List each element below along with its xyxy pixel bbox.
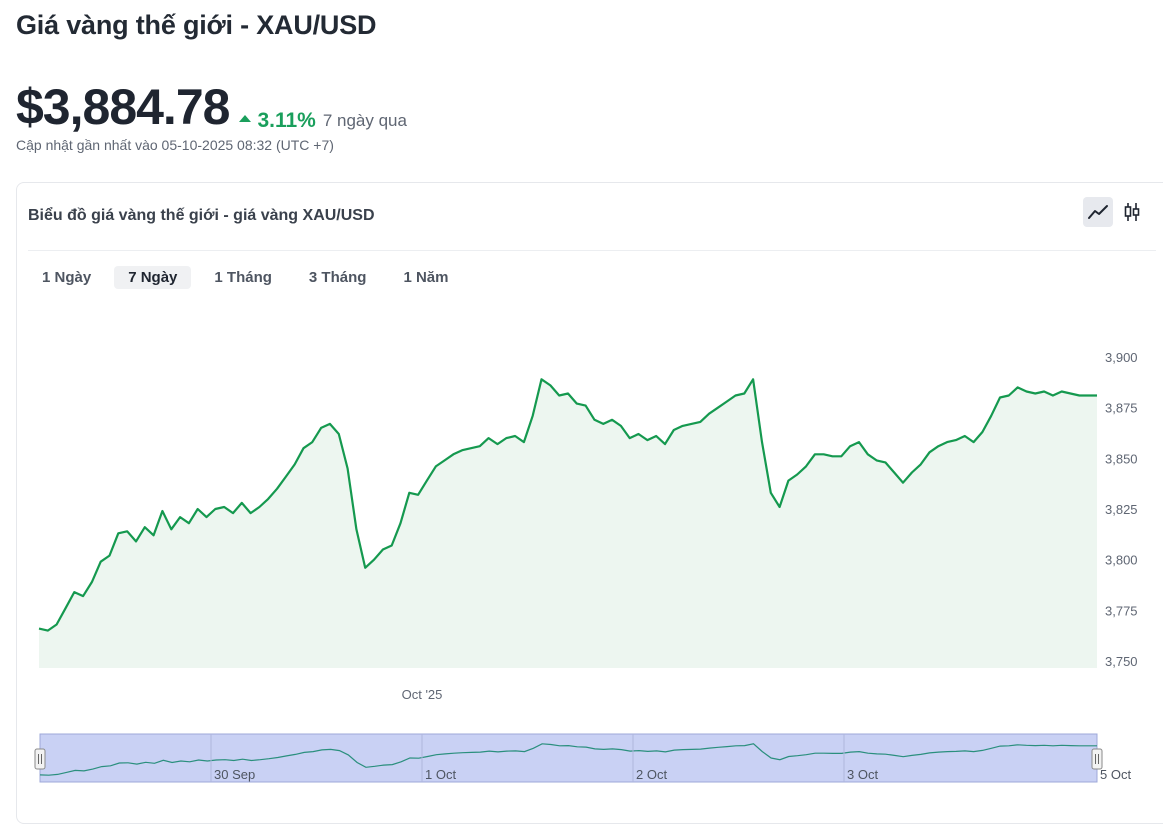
navigator-selection <box>39 733 1098 783</box>
y-tick-label: 3,800 <box>1105 553 1138 568</box>
price-chart: 3,750 3,775 3,800 3,825 3,850 3,875 3,900 Oct '… <box>34 350 1138 783</box>
x-tick-label: Oct '25 <box>402 687 443 702</box>
navigator-label: 2 Oct <box>636 767 667 782</box>
page-title: Giá vàng thế giới - XAU/USD <box>16 10 377 40</box>
price-change: 3.11% 7 ngày qua <box>239 109 407 133</box>
navigator-label: 5 Oct <box>1100 767 1131 782</box>
price-line <box>38 378 1097 632</box>
y-tick-label: 3,750 <box>1105 654 1138 669</box>
navigator-handle[interactable] <box>34 748 46 770</box>
tab-1-day[interactable]: 1 Ngày <box>42 269 92 286</box>
navigator-label: 1 Oct <box>425 767 456 782</box>
navigator-handle[interactable] <box>1091 748 1103 770</box>
y-tick-label: 3,825 <box>1105 502 1138 517</box>
range-tabs: 1 Ngày 7 Ngày 1 Tháng 3 Tháng 1 Năm <box>28 266 471 289</box>
card-divider <box>28 250 1156 251</box>
y-tick-label: 3,850 <box>1105 451 1138 466</box>
y-tick-label: 3,900 <box>1105 350 1138 365</box>
y-tick-label: 3,775 <box>1105 603 1138 618</box>
price-row: $3,884.78 3.11% 7 ngày qua <box>16 78 407 136</box>
navigator-label: 3 Oct <box>847 767 878 782</box>
navigator-label: 30 Sep <box>214 767 255 782</box>
chart-title: Biểu đồ giá vàng thế giới - giá vàng XAU… <box>28 207 375 224</box>
line-chart-icon <box>1088 205 1108 219</box>
up-arrow-icon <box>239 115 252 122</box>
navigator-line <box>39 743 1097 776</box>
last-updated: Cập nhật gần nhất vào 05-10-2025 08:32 (… <box>16 137 334 153</box>
change-period: 7 ngày qua <box>322 110 407 130</box>
tab-1-month[interactable]: 1 Tháng <box>214 269 272 286</box>
candlestick-icon <box>1124 203 1140 221</box>
change-percent: 3.11% <box>257 108 316 132</box>
y-tick-label: 3,875 <box>1105 401 1138 416</box>
candlestick-button[interactable] <box>1117 197 1147 227</box>
current-price: $3,884.78 <box>16 79 230 135</box>
tab-7-days[interactable]: 7 Ngày <box>114 266 192 289</box>
line-chart-button[interactable] <box>1083 197 1113 227</box>
price-area <box>39 379 1097 668</box>
tab-3-months[interactable]: 3 Tháng <box>308 269 367 286</box>
tab-1-year[interactable]: 1 Năm <box>403 269 449 286</box>
chart-type-toggle <box>1083 197 1151 227</box>
